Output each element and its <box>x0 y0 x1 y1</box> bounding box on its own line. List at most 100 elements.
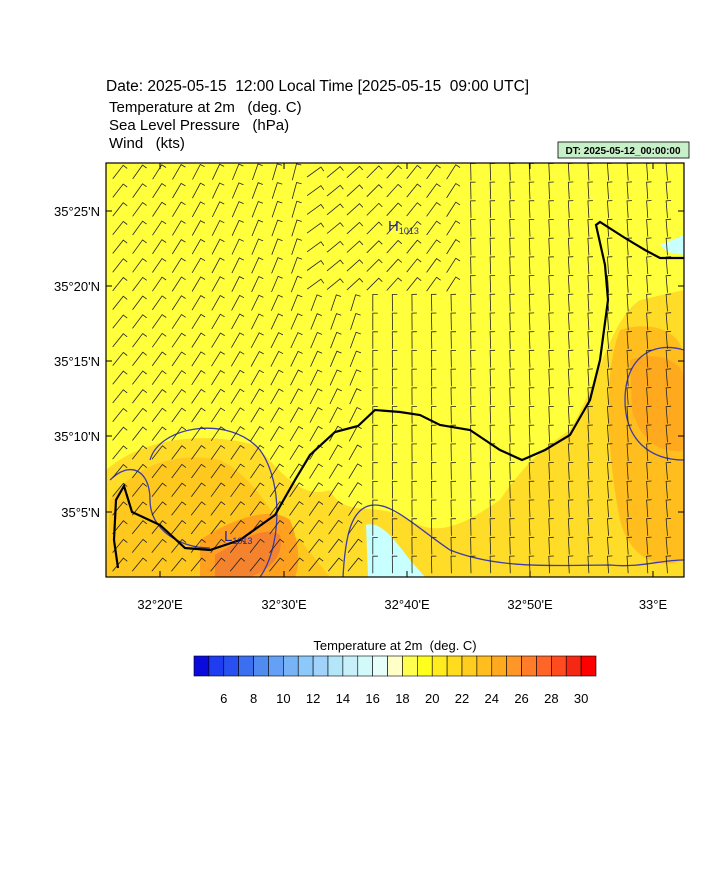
wind-barb <box>567 218 574 237</box>
wind-barb <box>190 520 206 535</box>
wind-barb <box>230 520 245 535</box>
wind-barb <box>366 221 383 235</box>
wind-barb <box>646 555 652 574</box>
wind-barb <box>231 219 244 236</box>
wind-barb <box>567 237 574 256</box>
wind-barb <box>646 312 652 331</box>
wind-barb <box>411 462 417 480</box>
wind-barb <box>446 164 461 180</box>
colorbar-label: 12 <box>306 691 320 706</box>
wind-barb <box>509 349 515 368</box>
wind-barb <box>306 241 325 253</box>
wind-barb <box>232 163 244 181</box>
wind-barb <box>391 294 398 312</box>
wind-barb <box>326 166 344 178</box>
wind-barb <box>250 444 265 460</box>
wind-barb <box>330 313 342 330</box>
wind-barb <box>470 443 476 462</box>
wind-barb <box>489 518 496 536</box>
wind-barb <box>372 537 378 555</box>
wind-barb <box>348 482 363 498</box>
wind-barb <box>346 240 364 253</box>
wind-barb <box>308 557 324 572</box>
wind-barb <box>269 557 285 572</box>
wind-barb <box>646 274 652 293</box>
wind-barb <box>386 239 403 254</box>
colorbar-swatch <box>491 655 507 677</box>
wind-barb <box>171 351 186 367</box>
wind-barb <box>646 518 652 536</box>
wind-barb <box>489 368 496 387</box>
isobars <box>109 346 684 577</box>
wind-barb <box>152 276 167 292</box>
pressure-letter: H <box>388 218 399 235</box>
colorbar-swatch <box>283 655 299 677</box>
wind-barb <box>366 202 383 216</box>
wind-barb <box>372 424 378 443</box>
wind-barb <box>372 350 378 368</box>
wind-barb <box>112 351 128 366</box>
wind-barb <box>411 480 417 499</box>
field-label: Wind (kts) <box>109 135 185 152</box>
wind-barb <box>231 276 245 292</box>
wind-barb <box>426 258 441 273</box>
wind-barb <box>112 202 128 217</box>
wind-barb <box>470 424 476 443</box>
wind-barb <box>347 557 363 572</box>
wind-barb <box>329 388 342 405</box>
wind-barb <box>406 183 422 198</box>
colorbar-label: 18 <box>395 691 409 706</box>
colorbar-swatch <box>312 655 329 677</box>
wind-barb <box>112 520 128 535</box>
wind-barb <box>626 275 633 293</box>
wind-barb <box>391 406 398 424</box>
wind-barb <box>230 501 245 516</box>
wind-barb <box>391 518 398 536</box>
wind-barb <box>191 238 206 255</box>
wind-barb <box>131 445 148 460</box>
wind-barb <box>528 387 535 405</box>
wind-barb <box>567 555 574 574</box>
temperature-fill <box>215 531 281 577</box>
wind-barb <box>251 219 264 237</box>
wind-barb <box>309 407 323 423</box>
wind-barbs <box>112 163 672 574</box>
wind-barb <box>306 278 325 290</box>
wind-barb <box>626 293 633 312</box>
wind-barb <box>509 331 515 349</box>
colorbar-swatch <box>506 655 522 677</box>
wind-barb <box>151 295 167 311</box>
wind-barb <box>509 536 515 555</box>
wind-barb <box>230 369 245 386</box>
wind-barb <box>326 240 344 253</box>
wind-barb <box>646 256 652 275</box>
wind-barb <box>665 536 672 555</box>
wind-barb <box>326 278 344 290</box>
wind-barb <box>430 555 437 574</box>
wind-barb <box>250 350 264 367</box>
wind-barb <box>426 239 441 254</box>
wind-barb <box>489 349 496 368</box>
wind-barb <box>391 387 398 405</box>
wind-barb <box>430 499 437 518</box>
colorbar-swatch <box>208 655 225 677</box>
isobar <box>109 468 211 549</box>
wind-barb <box>288 557 304 572</box>
wind-barb <box>548 499 554 518</box>
wind-barb <box>112 464 128 479</box>
wind-barb <box>665 293 672 312</box>
wind-barb <box>270 426 284 442</box>
wind-barb <box>252 163 263 181</box>
wind-barb <box>470 219 476 237</box>
wind-barb <box>587 462 593 480</box>
wind-barb <box>528 406 535 424</box>
wind-barb <box>548 349 554 368</box>
wind-barb <box>430 312 437 331</box>
wind-barb <box>509 480 515 499</box>
wind-barb <box>426 183 441 198</box>
temperature-fill <box>660 235 684 255</box>
wind-barb <box>290 313 303 330</box>
wind-barb <box>251 182 263 199</box>
wind-barb <box>132 314 147 329</box>
pressure-low: L1013 <box>224 528 252 546</box>
